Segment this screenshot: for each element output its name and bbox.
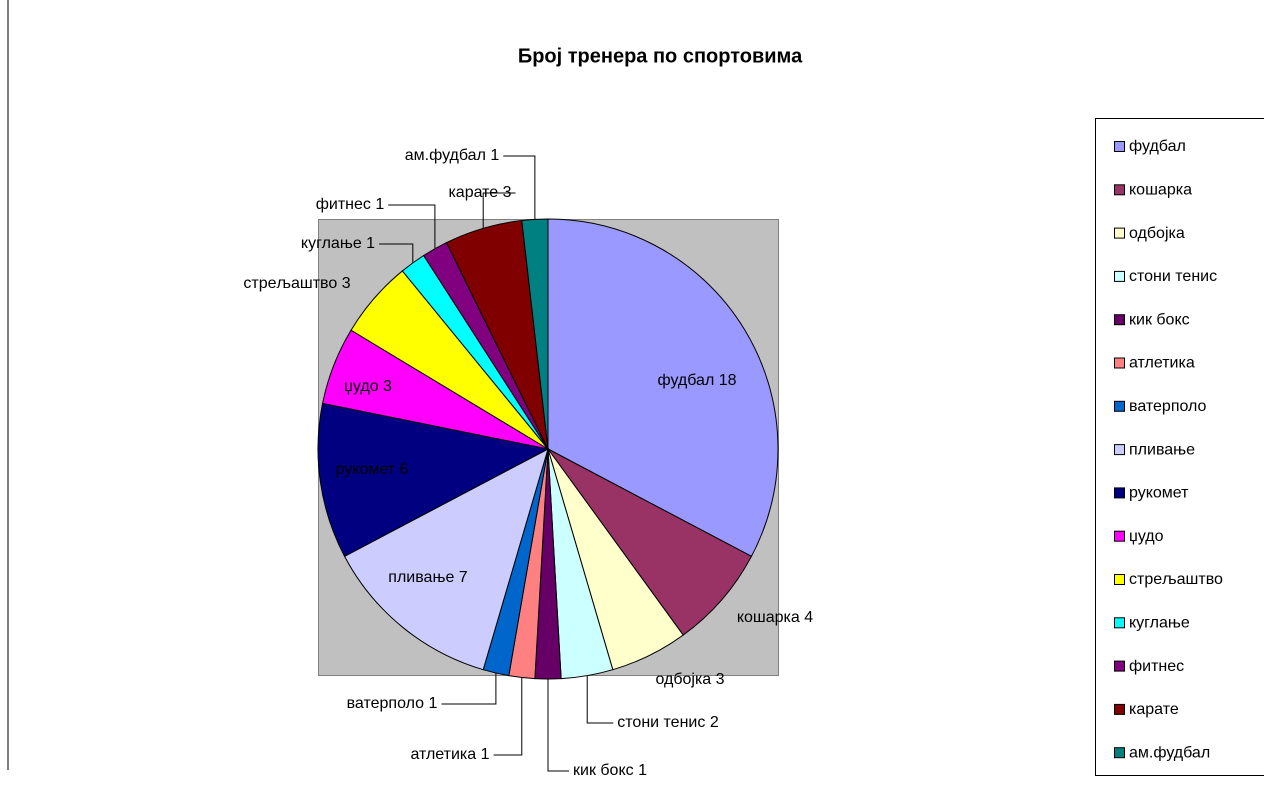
- leader-line: [482, 192, 516, 229]
- legend-swatch: [1114, 747, 1125, 759]
- label-value: 3: [383, 378, 392, 395]
- data-label: ватерполо 1: [347, 695, 438, 712]
- data-label: џудо 3: [344, 378, 392, 395]
- label-value: 18: [719, 372, 737, 389]
- data-label: куглање 1: [301, 235, 375, 252]
- label-category: кошарка: [737, 609, 800, 626]
- label-value: 6: [400, 461, 409, 478]
- pie-slice: [343, 448, 549, 671]
- label-value: 7: [459, 569, 468, 586]
- legend-label: одбојка: [1129, 225, 1185, 242]
- legend-swatch: [1114, 660, 1125, 672]
- legend-label: фитнес: [1129, 658, 1184, 675]
- legend-label: ам.фудбал: [1129, 744, 1210, 761]
- legend-swatch: [1114, 227, 1125, 239]
- legend-label: стрељаштво: [1129, 571, 1223, 588]
- leader-line: [503, 155, 536, 220]
- leader-line: [441, 673, 497, 705]
- legend-label: куглање: [1129, 615, 1190, 632]
- legend-label: кошарка: [1129, 182, 1192, 199]
- label-value: 1: [481, 746, 490, 763]
- label-category: ам.фудбал: [405, 147, 486, 164]
- legend-label: рукомет: [1129, 485, 1189, 502]
- data-label: стрељаштво 3: [243, 275, 350, 292]
- data-label: пливање 7: [388, 569, 468, 586]
- leader-line: [379, 243, 414, 263]
- leader-line: [547, 679, 570, 772]
- legend-swatch: [1114, 530, 1125, 542]
- legend-label: кик бокс: [1129, 311, 1190, 328]
- label-value: 1: [375, 196, 384, 213]
- legend-label: атлетика: [1129, 355, 1195, 372]
- data-label: атлетика 1: [410, 746, 489, 763]
- legend-label: фудбал: [1129, 138, 1186, 155]
- data-label: фитнес 1: [316, 196, 385, 213]
- label-value: 3: [716, 671, 725, 688]
- leader-line: [493, 677, 523, 756]
- legend-label: џудо: [1129, 528, 1164, 545]
- label-category: пливање: [388, 569, 454, 586]
- label-category: стони тенис: [617, 714, 705, 731]
- legend-label: стони тенис: [1129, 268, 1217, 285]
- pie-slice: [547, 448, 753, 636]
- legend-swatch: [1114, 400, 1125, 412]
- legend-swatch: [1114, 703, 1125, 715]
- label-value: 4: [804, 609, 813, 626]
- data-label: стони тенис 2: [617, 714, 719, 731]
- leader-line: [586, 675, 614, 724]
- label-value: 1: [366, 235, 375, 252]
- legend-swatch: [1114, 357, 1125, 369]
- label-value: 1: [490, 147, 499, 164]
- label-value: 2: [710, 714, 719, 731]
- chart-title: Број тренера по спортовима: [518, 45, 803, 67]
- label-value: 1: [638, 762, 647, 779]
- label-category: џудо: [344, 378, 379, 395]
- leader-line: [388, 204, 436, 249]
- label-category: атлетика: [410, 746, 476, 763]
- legend-label: ватерполо: [1129, 398, 1207, 415]
- legend-label: пливање: [1129, 441, 1195, 458]
- legend-label: карате: [1129, 701, 1179, 718]
- label-category: стрељаштво: [243, 275, 337, 292]
- label-category: фудбал: [657, 372, 714, 389]
- legend-swatch: [1114, 617, 1125, 629]
- legend-swatch: [1114, 444, 1125, 456]
- legend-swatch: [1114, 487, 1125, 499]
- data-label: ам.фудбал 1: [405, 147, 500, 164]
- data-label: кошарка 4: [737, 609, 813, 626]
- label-category: куглање: [301, 235, 362, 252]
- data-label: одбојка 3: [655, 671, 724, 688]
- label-category: рукомет: [336, 461, 396, 478]
- data-label: фудбал 18: [657, 372, 736, 389]
- label-category: одбојка: [655, 671, 711, 688]
- data-label: кик бокс 1: [573, 762, 647, 779]
- data-label: рукомет 6: [336, 461, 409, 478]
- label-category: кик бокс: [573, 762, 634, 779]
- label-category: фитнес: [316, 196, 371, 213]
- pie-slice: [317, 402, 550, 558]
- legend-swatch: [1114, 184, 1125, 196]
- legend-swatch: [1114, 141, 1125, 152]
- label-value: 1: [428, 695, 437, 712]
- legend-swatch: [1114, 314, 1125, 326]
- label-category: ватерполо: [347, 695, 425, 712]
- label-value: 3: [342, 275, 351, 292]
- legend-swatch: [1114, 270, 1125, 282]
- legend-swatch: [1114, 574, 1125, 585]
- pie-slice: [547, 218, 779, 558]
- label-category: карате: [448, 184, 498, 201]
